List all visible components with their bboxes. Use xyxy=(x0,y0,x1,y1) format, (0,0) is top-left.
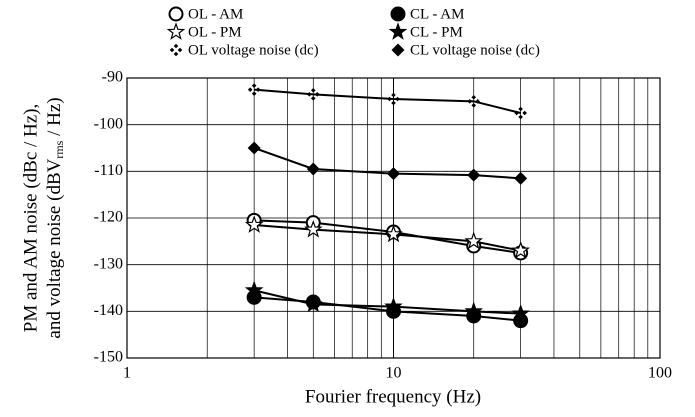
marker xyxy=(306,162,320,176)
marker xyxy=(304,219,323,238)
marker xyxy=(247,83,261,96)
marker xyxy=(467,168,481,182)
marker xyxy=(464,231,483,250)
y-axis-label: PM and AM noise (dBc / Hz), xyxy=(20,104,41,333)
legend-marker xyxy=(169,43,183,57)
y-tick-label: -130 xyxy=(94,255,123,272)
legend-marker xyxy=(391,43,405,57)
marker xyxy=(464,301,483,320)
y-axis-label-sub: rms xyxy=(52,140,66,158)
legend-marker xyxy=(166,22,186,40)
y-axis-label: and voltage noise (dBVrms / Hz) xyxy=(44,97,65,338)
marker xyxy=(387,92,400,106)
y-tick-label: -140 xyxy=(94,302,123,319)
marker xyxy=(384,224,403,243)
legend-marker xyxy=(168,6,184,22)
legend-label: OL - PM xyxy=(188,24,242,40)
series-line xyxy=(254,88,521,114)
marker xyxy=(514,106,527,120)
legend-label: OL voltage noise (dc) xyxy=(188,42,319,58)
legend-marker xyxy=(388,22,408,40)
marker xyxy=(511,303,530,322)
marker xyxy=(467,95,481,108)
plot-frame xyxy=(126,77,661,359)
x-axis-label: Fourier frequency (Hz) xyxy=(305,386,481,407)
y-axis-label-part: and voltage noise (dBV xyxy=(44,158,65,338)
legend-marker xyxy=(390,6,406,22)
legend-label: CL - AM xyxy=(410,6,464,22)
y-tick-label: -100 xyxy=(94,115,123,132)
marker xyxy=(384,296,403,315)
marker xyxy=(244,215,264,233)
marker xyxy=(387,167,400,181)
legend-label: CL - PM xyxy=(410,24,463,40)
x-tick-label: 10 xyxy=(386,365,402,382)
legend-label: CL voltage noise (dc) xyxy=(410,42,540,58)
legend-label: OL - AM xyxy=(188,6,243,22)
marker xyxy=(511,240,530,259)
marker xyxy=(247,141,261,155)
y-axis-label-part: / Hz) xyxy=(44,97,65,140)
y-tick-label: -150 xyxy=(94,349,123,366)
marker xyxy=(306,88,320,101)
y-tick-label: -110 xyxy=(94,162,123,179)
x-tick-label: 1 xyxy=(123,365,131,382)
marker xyxy=(514,171,528,185)
y-tick-label: -90 xyxy=(102,69,123,86)
x-tick-label: 100 xyxy=(648,365,672,382)
marker xyxy=(244,280,264,299)
y-tick-label: -120 xyxy=(94,209,123,226)
marker xyxy=(304,294,323,313)
